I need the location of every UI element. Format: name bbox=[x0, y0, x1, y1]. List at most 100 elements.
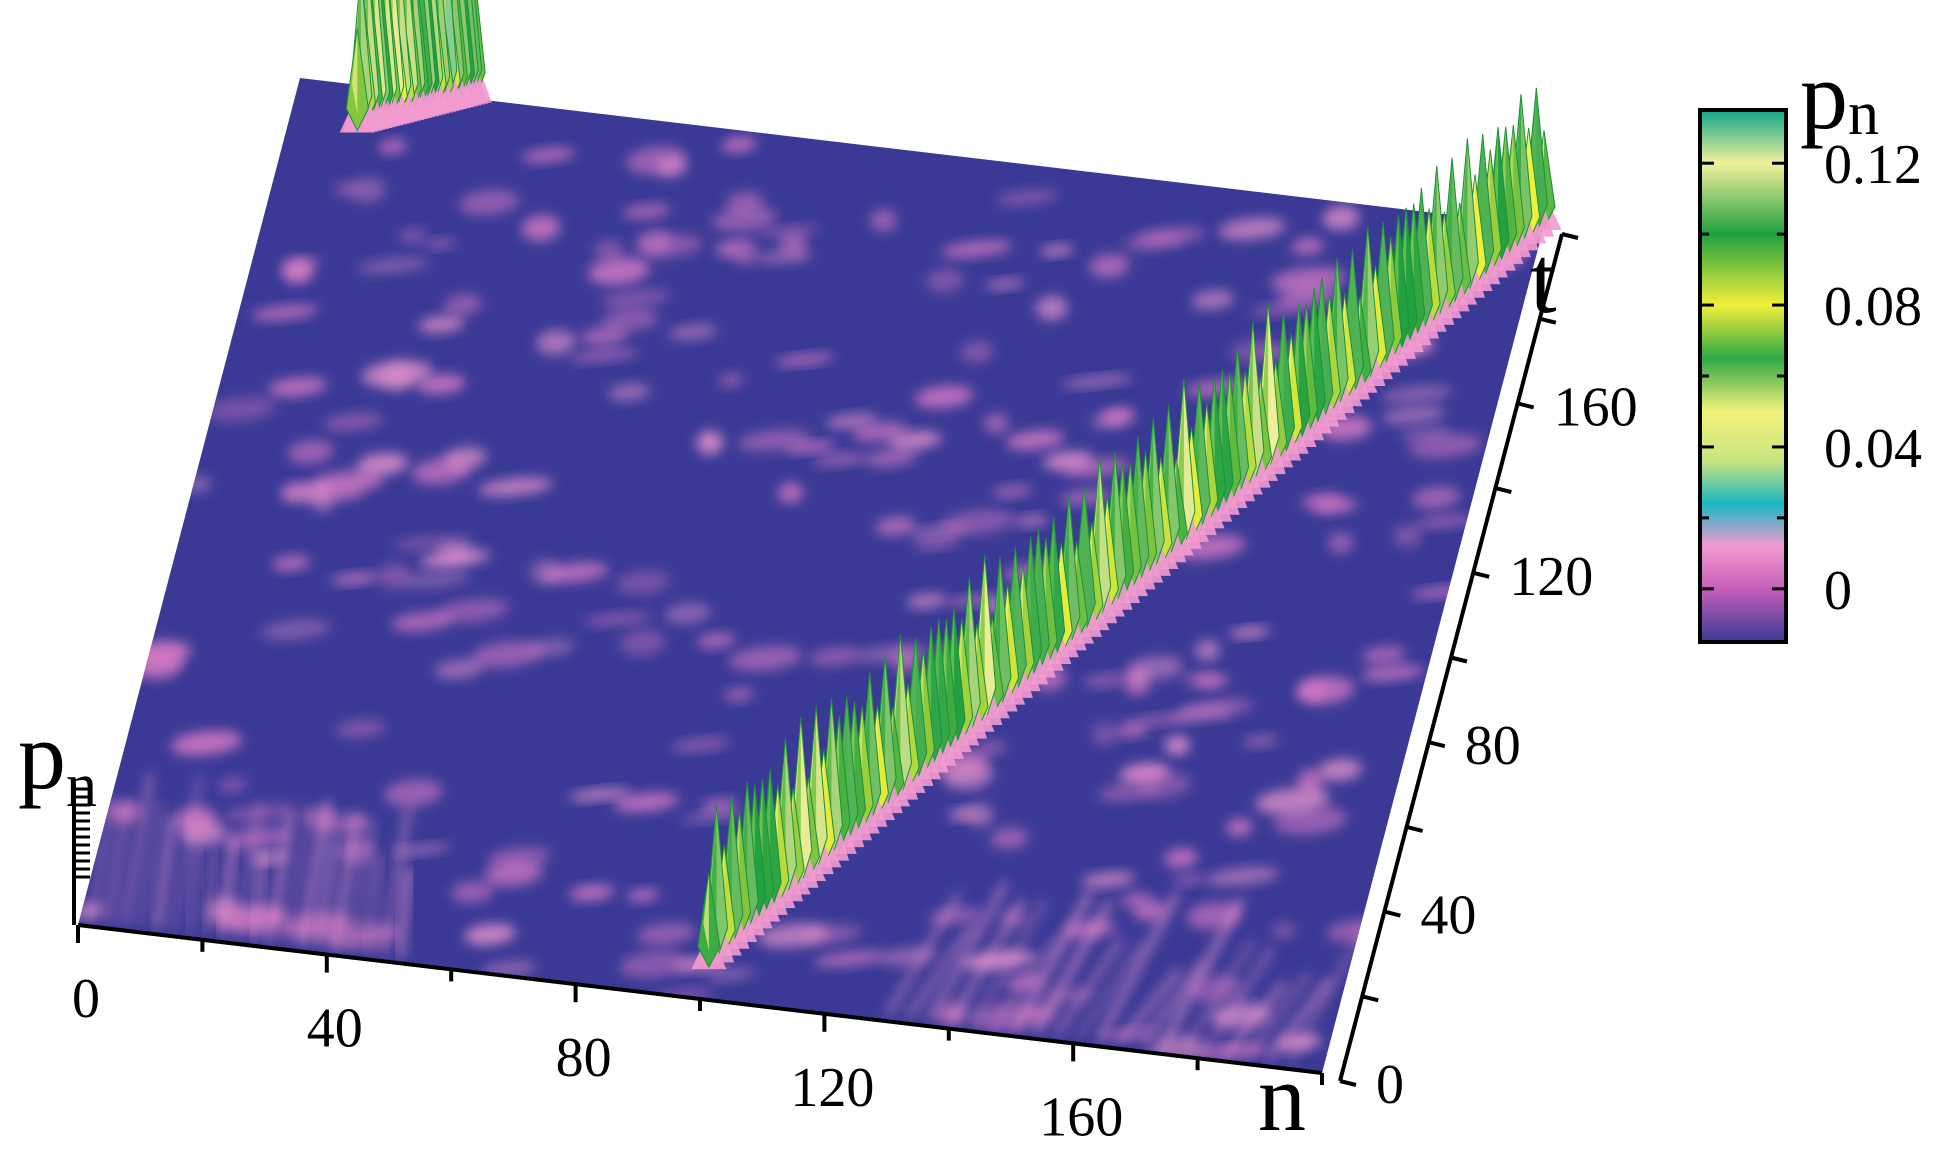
texture-blob bbox=[696, 430, 723, 455]
texture-blob bbox=[715, 241, 743, 257]
texture-blob bbox=[627, 888, 660, 902]
texture-blob bbox=[1164, 735, 1190, 756]
texture-blob bbox=[536, 329, 576, 355]
texture-blob bbox=[1164, 847, 1198, 869]
texture-blob bbox=[1128, 655, 1184, 681]
texture-blob bbox=[1042, 451, 1093, 471]
corner-peak bbox=[339, 28, 375, 133]
texture-blob bbox=[1035, 295, 1068, 321]
texture-blob bbox=[616, 570, 670, 596]
texture-blob bbox=[940, 509, 1015, 535]
colorbar-gradient bbox=[1698, 108, 1788, 644]
texture-blob bbox=[583, 612, 652, 626]
texture-blob bbox=[906, 593, 947, 609]
texture-blob bbox=[1255, 787, 1330, 815]
colorbar-tick-label: 0 bbox=[1824, 560, 1852, 622]
texture-blob bbox=[1380, 385, 1453, 404]
texture-blob bbox=[471, 641, 543, 668]
y-tick-label: 160 bbox=[1554, 376, 1638, 438]
texture-blob bbox=[912, 536, 961, 550]
texture-blob bbox=[1408, 433, 1483, 459]
texture-blob bbox=[728, 645, 803, 671]
texture-blob bbox=[996, 189, 1059, 206]
texture-blob bbox=[1218, 217, 1286, 241]
texture-blob bbox=[1184, 379, 1249, 397]
texture-blob bbox=[774, 353, 834, 366]
texture-streak bbox=[1075, 940, 1146, 1039]
texture-blob bbox=[711, 206, 778, 233]
texture-streak bbox=[1096, 891, 1180, 1042]
texture-blob bbox=[1229, 626, 1270, 638]
texture-streak bbox=[331, 813, 360, 951]
colorbar-tick-label: 0.12 bbox=[1824, 134, 1922, 196]
texture-blob bbox=[323, 412, 383, 431]
texture-blob bbox=[1361, 646, 1406, 665]
texture-streak bbox=[153, 814, 177, 930]
texture-streak bbox=[396, 867, 413, 959]
texture-blob bbox=[812, 452, 867, 467]
texture-blob bbox=[619, 950, 688, 979]
texture-blob bbox=[217, 777, 248, 793]
z-axis-label: pn bbox=[18, 702, 97, 820]
texture-blob bbox=[528, 638, 575, 657]
texture-blob bbox=[443, 446, 487, 470]
texture-blob bbox=[638, 234, 703, 258]
texture-blob bbox=[1205, 867, 1280, 886]
texture-blob bbox=[1089, 253, 1130, 278]
texture-blob bbox=[1097, 783, 1159, 801]
texture-blob bbox=[984, 278, 1025, 290]
texture-blob bbox=[619, 628, 666, 657]
y-tick-label: 40 bbox=[1420, 885, 1476, 947]
texture-streak bbox=[1117, 968, 1182, 1044]
texture-streak bbox=[234, 803, 263, 939]
texture-blob bbox=[1115, 724, 1149, 738]
texture-streak bbox=[121, 772, 154, 926]
texture-blob bbox=[281, 482, 313, 499]
texture-blob bbox=[1061, 375, 1133, 388]
texture-blob bbox=[588, 257, 650, 286]
y-tick bbox=[1539, 316, 1557, 325]
texture-blob bbox=[599, 289, 671, 307]
x-axis-ticks: 0 40 80 120 160 bbox=[72, 925, 1324, 1148]
texture-streak bbox=[1181, 940, 1255, 1052]
colorbar-tick-label: 0.04 bbox=[1824, 418, 1922, 480]
texture-blob bbox=[1322, 205, 1360, 231]
colorbar-ticks: 0 0.04 0.08 0.12 bbox=[1700, 134, 1922, 622]
texture-streak bbox=[315, 836, 338, 949]
y-tick bbox=[1561, 232, 1579, 240]
y-tick bbox=[1517, 401, 1535, 410]
y-tick-label: 120 bbox=[1509, 546, 1593, 608]
texture-blob bbox=[1005, 430, 1065, 450]
texture-blob bbox=[1381, 406, 1446, 424]
texture-blob bbox=[418, 315, 465, 333]
texture-streak bbox=[1223, 981, 1288, 1057]
texture-streak bbox=[380, 805, 412, 957]
texture-blob bbox=[1091, 722, 1118, 746]
texture-streak bbox=[186, 842, 203, 934]
texture-blob bbox=[349, 177, 386, 203]
texture-blob bbox=[382, 364, 413, 391]
y-tick-label: 80 bbox=[1465, 715, 1521, 777]
x-tick-label: 0 bbox=[72, 968, 100, 1030]
texture-blob bbox=[656, 157, 687, 178]
texture-blob bbox=[569, 884, 615, 901]
x-tick-label: 160 bbox=[1039, 1086, 1123, 1148]
y-tick-label: 0 bbox=[1376, 1054, 1404, 1116]
texture-blob bbox=[757, 923, 829, 948]
texture-blob bbox=[436, 598, 510, 623]
texture-blob bbox=[976, 740, 1006, 756]
texture-blob bbox=[521, 147, 576, 163]
texture-blob bbox=[384, 779, 443, 807]
texture-blob bbox=[1328, 531, 1354, 554]
texture-blob bbox=[1171, 874, 1205, 886]
texture-streak bbox=[1202, 945, 1275, 1054]
texture-streak bbox=[1139, 961, 1206, 1047]
texture-blob bbox=[251, 304, 319, 321]
texture-blob bbox=[664, 603, 711, 624]
texture-streak bbox=[1287, 924, 1368, 1065]
texture-blob bbox=[260, 619, 331, 640]
texture-blob bbox=[1270, 267, 1346, 293]
texture-streak bbox=[267, 811, 294, 943]
texture-blob bbox=[1083, 674, 1127, 688]
texture-blob bbox=[758, 225, 821, 239]
